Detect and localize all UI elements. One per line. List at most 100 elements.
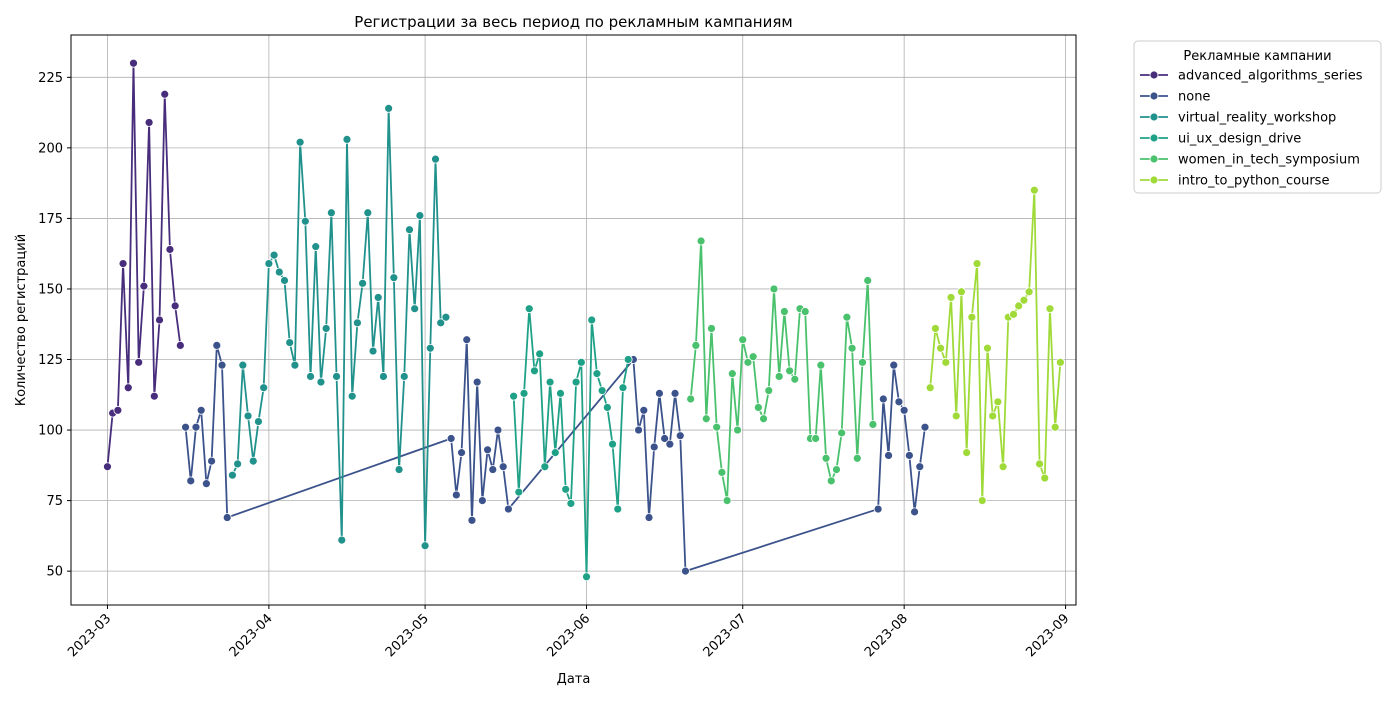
legend-swatch-marker	[1149, 133, 1159, 143]
data-point	[530, 366, 539, 376]
data-point	[217, 360, 227, 370]
data-point	[1024, 287, 1034, 297]
data-point	[608, 439, 617, 449]
x-tick-label: 2023-05	[383, 611, 432, 660]
y-tick-label: 225	[38, 71, 63, 86]
data-point	[118, 259, 128, 268]
legend-title: Рекламные кампании	[1183, 49, 1331, 64]
data-point	[300, 216, 310, 226]
data-point	[889, 360, 899, 370]
y-tick-label: 175	[38, 212, 63, 227]
legend-frame	[1133, 40, 1382, 194]
data-point	[457, 448, 466, 458]
data-point	[186, 476, 196, 486]
data-point	[988, 411, 998, 421]
data-point	[1019, 295, 1029, 305]
data-point	[311, 242, 321, 252]
axes: 50 75 100 125 150 175 200 225 2023-03 2023-04 2023…	[38, 71, 1072, 660]
data-point	[243, 411, 253, 421]
data-point	[748, 352, 758, 362]
data-point	[326, 208, 336, 218]
legend-label: women_in_tech_symposium	[1178, 153, 1360, 168]
x-tick-label: 2023-08	[862, 611, 911, 660]
data-point	[160, 89, 170, 99]
data-point	[655, 388, 664, 398]
data-point	[998, 462, 1008, 472]
data-point	[233, 459, 243, 469]
data-point	[993, 397, 1003, 407]
legend-entry: women_in_tech_symposium	[1140, 153, 1360, 168]
data-point	[821, 453, 831, 463]
data-point	[488, 465, 498, 474]
data-point	[175, 340, 185, 350]
data-point	[358, 278, 368, 288]
data-point	[1029, 185, 1039, 195]
data-point	[254, 417, 263, 426]
data-point	[264, 259, 274, 268]
legend-label: virtual_reality_workshop	[1178, 111, 1336, 126]
data-point	[722, 496, 732, 505]
data-point	[451, 490, 461, 500]
data-point	[649, 442, 659, 452]
data-point	[446, 434, 456, 443]
legend-entry: none	[1140, 90, 1210, 105]
data-point	[238, 360, 248, 370]
data-point	[332, 372, 341, 381]
y-tick-label: 100	[38, 424, 63, 439]
y-tick-label: 150	[38, 282, 63, 297]
series-line	[231, 107, 447, 547]
data-point	[951, 411, 961, 421]
data-point	[259, 383, 269, 393]
data-point	[477, 496, 487, 505]
data-point	[837, 428, 847, 438]
data-point	[103, 462, 112, 472]
y-axis-label: Количество регистраций	[14, 234, 29, 406]
plot-frame	[70, 34, 1077, 606]
legend-swatch-marker	[1149, 91, 1159, 101]
legend-label: ui_ux_design_drive	[1178, 132, 1301, 147]
data-point	[155, 315, 164, 325]
data-point	[733, 425, 742, 435]
data-point	[967, 312, 977, 322]
data-point	[571, 377, 581, 387]
chart-title: Регистрации за весь период по рекламным …	[354, 13, 792, 31]
data-point	[321, 324, 331, 333]
data-point	[957, 287, 966, 297]
data-point	[972, 259, 982, 268]
data-point	[399, 372, 409, 381]
series-intro-to-python-course	[925, 185, 1065, 505]
data-point	[904, 451, 914, 460]
series-advanced-algorithms-series	[103, 58, 185, 472]
data-point	[285, 338, 295, 347]
data-point	[165, 245, 175, 254]
legend-entry: virtual_reality_workshop	[1140, 111, 1336, 126]
data-point	[868, 420, 878, 429]
data-point	[149, 391, 159, 401]
data-point	[681, 566, 690, 576]
data-point	[561, 484, 571, 494]
series-line	[929, 189, 1062, 502]
data-point	[472, 377, 482, 387]
y-tick-label: 200	[38, 141, 63, 156]
data-point	[535, 349, 545, 359]
data-point	[498, 462, 508, 472]
data-point	[352, 318, 362, 328]
data-point	[790, 374, 800, 384]
data-point	[592, 369, 602, 379]
data-point	[509, 391, 519, 401]
legend-swatch-marker	[1149, 70, 1159, 80]
data-point	[504, 504, 513, 514]
data-point	[550, 448, 560, 458]
x-tick-label: 2023-04	[227, 611, 276, 660]
data-point	[1009, 309, 1018, 319]
data-point	[191, 422, 201, 432]
data-point	[462, 335, 472, 345]
series-line	[689, 240, 874, 502]
legend-label: none	[1178, 90, 1210, 105]
legend-entry: advanced_algorithms_series	[1140, 69, 1363, 84]
data-point	[983, 343, 992, 353]
data-point	[342, 135, 352, 144]
data-point	[134, 357, 144, 367]
data-point	[925, 383, 935, 393]
legend-swatch-marker	[1149, 112, 1159, 122]
